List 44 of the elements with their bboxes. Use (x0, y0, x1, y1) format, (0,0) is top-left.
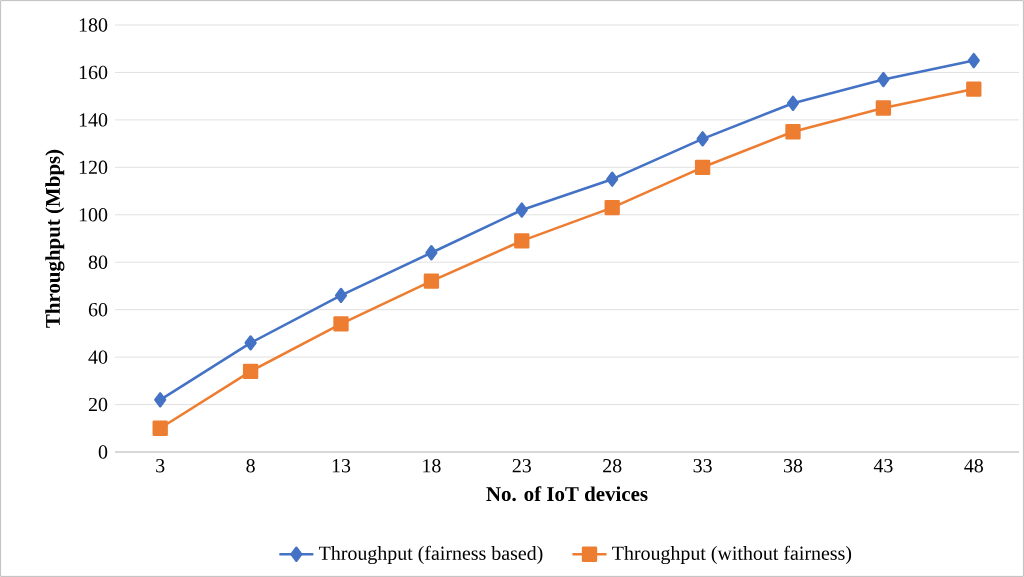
x-tick-label: 13 (332, 459, 351, 473)
point (152, 420, 168, 436)
x-tick-label: 28 (603, 459, 622, 473)
y-tick-label: 80 (88, 255, 108, 269)
point (514, 233, 530, 249)
legend-label: Throughput (fairness based) (319, 545, 543, 565)
point (785, 124, 801, 140)
y-axis-title: Throughput (Mbps) (45, 149, 65, 328)
point (244, 335, 257, 351)
point (333, 316, 349, 332)
point (242, 363, 259, 380)
point (606, 171, 619, 187)
point (604, 199, 620, 216)
y-tick-label: 120 (79, 160, 108, 175)
point (425, 245, 438, 261)
y-tick-label: 180 (79, 18, 108, 32)
point (696, 131, 709, 147)
x-tick-label: 23 (512, 459, 531, 473)
x-tick-label: 38 (784, 459, 803, 473)
y-tick-label: 60 (88, 302, 108, 317)
point (154, 392, 167, 408)
x-tick-label: 18 (423, 459, 441, 473)
y-tick-label: 160 (79, 65, 108, 80)
point (786, 95, 800, 111)
point (967, 52, 980, 69)
point (966, 81, 982, 97)
point (877, 71, 890, 88)
x-tick-label: 48 (964, 459, 984, 473)
point (423, 273, 440, 289)
x-tick-label: 8 (246, 459, 255, 473)
point (334, 287, 348, 304)
x-axis-title: No. of IoT devices (486, 486, 648, 502)
y-tick-label: 140 (79, 113, 108, 127)
point (515, 202, 528, 218)
y-tick-label: 100 (79, 208, 108, 222)
y-tick-label: 40 (88, 350, 108, 364)
x-tick-label: 43 (873, 459, 893, 473)
legend-label: Throughput (without fairness) (612, 545, 852, 565)
x-tick-label: 3 (156, 459, 165, 473)
x-tick-label: 33 (693, 459, 712, 473)
point (875, 100, 892, 116)
point (694, 159, 711, 175)
y-tick-label: 20 (88, 397, 108, 412)
y-tick-label: 0 (98, 445, 108, 459)
